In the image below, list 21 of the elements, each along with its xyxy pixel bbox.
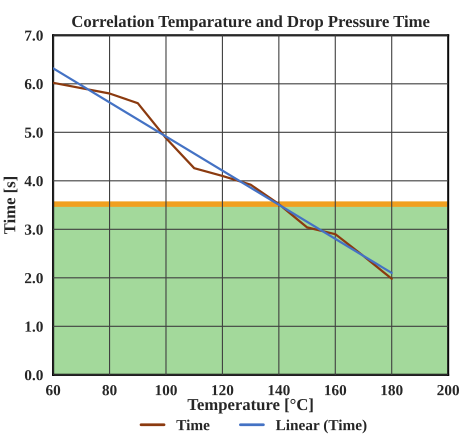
y-tick-label: 5.0 <box>24 127 43 138</box>
y-tick-label: 3.0 <box>24 224 43 235</box>
y-tick-label: 7.0 <box>25 30 43 41</box>
x-tick-label: 140 <box>268 385 290 396</box>
x-tick-label: 120 <box>212 385 234 396</box>
x-tick-label: 80 <box>102 385 117 396</box>
y-tick-label: 0.0 <box>24 370 43 380</box>
x-axis-title: Temperature [°C] <box>188 398 313 414</box>
y-tick-label: 2.0 <box>24 272 43 284</box>
x-tick-label: 180 <box>381 385 403 396</box>
x-tick-label: 200 <box>437 385 460 396</box>
y-axis-title: Time [s] <box>4 177 18 234</box>
legend-label: Time <box>176 420 210 430</box>
x-tick-label: 60 <box>46 385 60 396</box>
chart-title: Correlation Temparature and Drop Pressure Time <box>72 15 430 30</box>
y-tick-label: 4.0 <box>24 176 43 186</box>
legend-label: Linear (Time) <box>276 420 366 434</box>
x-tick-label: 100 <box>156 385 177 396</box>
x-tick-label: 160 <box>325 385 346 396</box>
y-tick-label: 6.0 <box>24 78 43 90</box>
y-tick-label: 1.0 <box>26 321 43 332</box>
